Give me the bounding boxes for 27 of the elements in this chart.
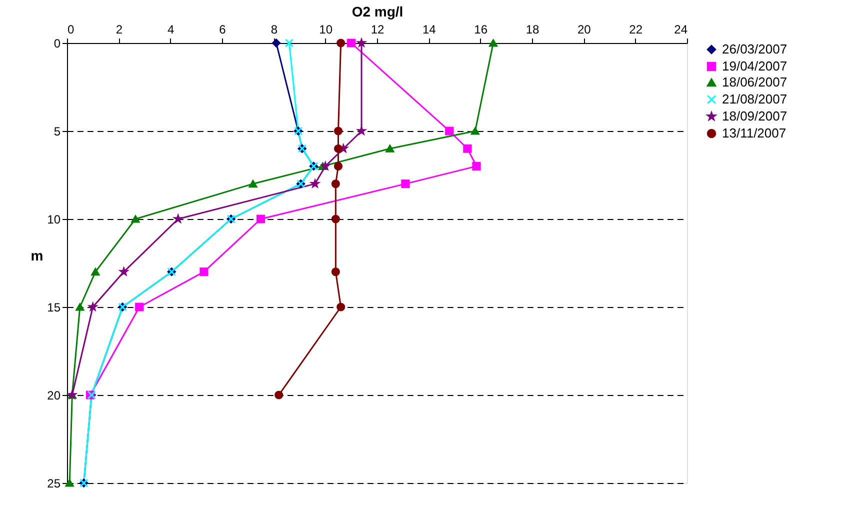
legend-label: 18/06/2007: [722, 74, 788, 90]
x-tick-label: 14: [422, 22, 436, 36]
legend-label: 13/11/2007: [722, 126, 786, 140]
y-tick-label: 5: [54, 124, 61, 138]
x-tick-label: 6: [219, 22, 226, 36]
x-tick-label: 18: [526, 22, 540, 36]
x-tick-label: 22: [629, 22, 643, 36]
legend-label: 18/09/2007: [722, 108, 788, 124]
y-tick-label: 10: [47, 212, 61, 226]
legend-label: 21/08/2007: [722, 92, 788, 106]
x-tick-label: 4: [167, 22, 174, 36]
y-tick-label: 15: [47, 300, 61, 314]
y-tick-label: 25: [47, 476, 61, 490]
x-tick-label: 20: [577, 22, 592, 36]
legend-label: 26/03/2007: [722, 42, 788, 56]
x-tick-label: 24: [674, 22, 688, 36]
y-tick-label: 20: [47, 388, 61, 402]
x-tick-label: 8: [270, 22, 278, 36]
x-tick-label: 0: [68, 22, 74, 36]
x-tick-label: 16: [474, 22, 488, 36]
x-tick-label: 2: [116, 22, 123, 36]
y-tick-label: 0: [54, 36, 61, 50]
x-axis-title: O2 mg/l: [352, 4, 404, 20]
x-tick-label: 12: [370, 22, 384, 36]
x-tick-label: 10: [319, 22, 333, 36]
y-axis-title: m: [30, 248, 44, 264]
legend-label: 19/04/2007: [722, 58, 788, 74]
